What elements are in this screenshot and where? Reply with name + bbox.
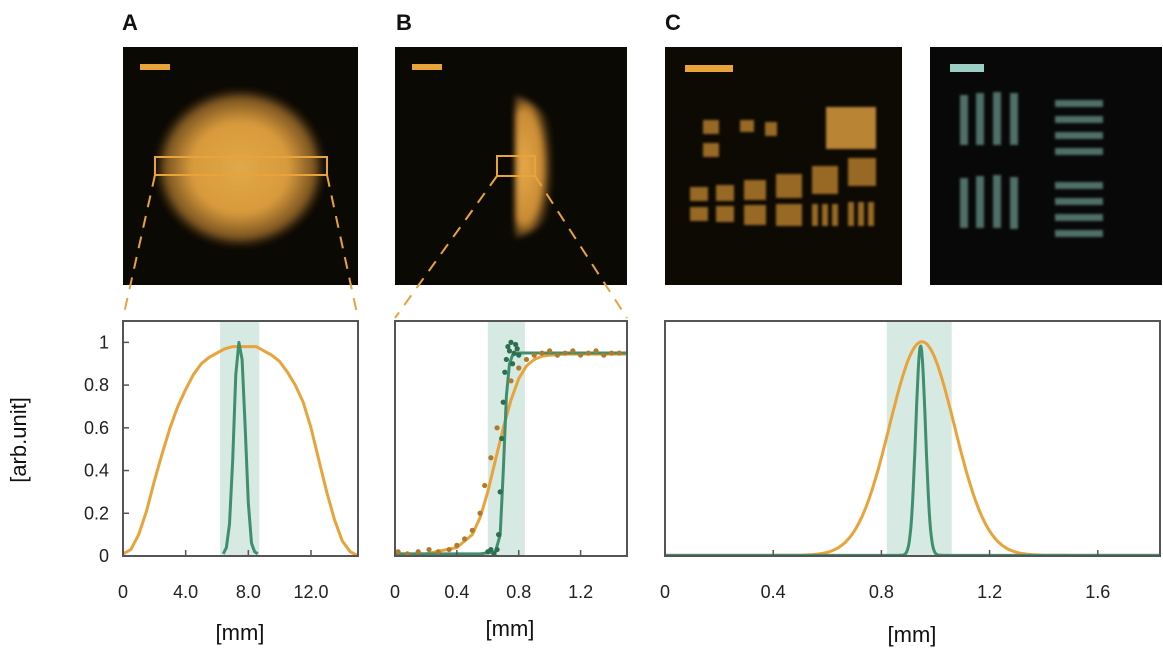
- scatter-point-b-2: [494, 546, 500, 553]
- scatter-point-b-1: [446, 546, 452, 553]
- plot-c: 0 0.4 0.8 1.2 1.6 [mm]: [660, 320, 1161, 647]
- plot-a: 0 4.0 8.0 12.0 0 0.2 0.4 0.6 0.8 1 [mm]: [84, 320, 359, 645]
- x-tick-label: 0.4: [761, 582, 786, 602]
- x-tick-label: 1.6: [1085, 582, 1110, 602]
- scatter-point-b-1: [462, 536, 468, 542]
- scatter-point-b-2: [508, 339, 514, 345]
- roi-box-b: [496, 155, 536, 177]
- scatter-point-b-2: [503, 356, 509, 363]
- x-axis-label-a: [mm]: [216, 620, 265, 645]
- scatter-point-b-1: [554, 352, 561, 358]
- x-tick-label: 0.8: [869, 582, 894, 602]
- scatter-point-b-2: [496, 532, 502, 538]
- scatter-point-b-1: [570, 348, 576, 354]
- scatter-point-b-1: [616, 350, 622, 356]
- scatter-point-b-2: [499, 435, 505, 442]
- x-tick-label: 0: [390, 582, 400, 602]
- y-ticks-a: 0 0.2 0.4 0.6 0.8 1: [84, 332, 129, 566]
- scatter-point-b-1: [494, 425, 500, 431]
- series-line-b-2: [395, 351, 627, 556]
- x-tick-label: 8.0: [236, 582, 261, 602]
- y-tick-label: 0.4: [84, 461, 109, 481]
- scatter-point-b-2: [502, 369, 508, 375]
- image-a: [123, 47, 358, 285]
- scatter-point-b-2: [511, 350, 517, 356]
- scatter-point-b-1: [454, 542, 460, 548]
- x-ticks-c: 0 0.4 0.8 1.2 1.6: [660, 550, 1110, 602]
- x-tick-label: 0.8: [506, 582, 531, 602]
- scatter-point-b-1: [508, 378, 514, 384]
- scatter-point-b-2: [505, 344, 511, 350]
- x-tick-label: 1.2: [568, 582, 593, 602]
- scatter-point-b-1: [426, 546, 432, 553]
- series-group-b: [395, 339, 627, 557]
- scatter-point-b-1: [482, 482, 488, 489]
- y-tick-label: 0.8: [84, 375, 109, 395]
- scatter-point-b-1: [523, 356, 530, 363]
- x-tick-label: 0.4: [444, 582, 469, 602]
- scatter-point-b-1: [488, 455, 494, 461]
- x-tick-label: 0: [660, 582, 670, 602]
- panel-label-b: B: [396, 10, 412, 35]
- scatter-point-b-1: [469, 527, 475, 533]
- x-axis-label-c: [mm]: [888, 622, 937, 647]
- scatter-point-b-1: [601, 352, 607, 358]
- scatter-point-b-1: [516, 365, 522, 371]
- scatter-point-b-1: [562, 350, 568, 356]
- plot-b: 0 0.4 0.8 1.2 [mm]: [390, 320, 628, 641]
- plot-frame-c: [664, 320, 1161, 557]
- scatter-point-b-2: [513, 341, 519, 348]
- scale-bar-c-green: [950, 64, 984, 72]
- x-ticks-a: 0 4.0 8.0 12.0: [118, 550, 329, 602]
- scatter-point-b-1: [608, 350, 615, 356]
- y-tick-label: 0.2: [84, 503, 109, 523]
- series-line-a-2: [221, 340, 259, 556]
- scatter-point-b-1: [415, 549, 421, 555]
- x-tick-label: 0: [118, 582, 128, 602]
- y-tick-label: 1: [99, 332, 109, 352]
- x-tick-label: 1.2: [977, 582, 1002, 602]
- scale-bar-b: [412, 64, 442, 70]
- plot-frame-b: [394, 320, 628, 557]
- x-tick-label: 4.0: [173, 582, 198, 602]
- scatter-point-b-1: [578, 352, 584, 358]
- y-axis-label: [arb.unit]: [6, 397, 31, 483]
- scatter-point-b-2: [516, 352, 522, 358]
- zoom-lines: [122, 174, 628, 319]
- scatter-point-b-1: [593, 348, 599, 354]
- plot-frame-a: [122, 320, 359, 557]
- scatter-point-b-1: [435, 549, 441, 555]
- scatter-point-b-2: [488, 546, 494, 553]
- scatter-point-b-2: [509, 361, 516, 367]
- scale-bar-c-orange: [685, 65, 733, 72]
- scatter-point-b-2: [514, 346, 520, 352]
- y-tick-label: 0.6: [84, 418, 109, 438]
- roi-box-a: [154, 156, 328, 176]
- scatter-point-b-2: [506, 348, 513, 354]
- scatter-point-b-1: [477, 510, 483, 516]
- scatter-point-b-2: [500, 399, 506, 405]
- scatter-point-b-1: [585, 350, 591, 356]
- image-c-green: [930, 47, 1162, 285]
- y-tick-label: 0: [99, 546, 109, 566]
- scatter-point-b-2: [497, 489, 503, 495]
- x-axis-label-b: [mm]: [486, 616, 535, 641]
- image-b: [395, 47, 627, 285]
- x-ticks-b: 0 0.4 0.8 1.2: [390, 550, 593, 602]
- scatter-point-b-1: [539, 350, 545, 356]
- scatter-point-b-1: [547, 348, 553, 354]
- series-group-a: [122, 340, 359, 558]
- image-c-orange: [665, 47, 902, 285]
- scale-bar-a: [140, 64, 170, 70]
- shaded-band-a: [220, 321, 260, 556]
- scatter-point-b-1: [531, 352, 537, 358]
- x-tick-label: 12.0: [293, 582, 328, 602]
- panel-label-a: A: [122, 10, 138, 35]
- scatter-point-b-1: [395, 549, 401, 555]
- panel-label-c: C: [665, 10, 681, 35]
